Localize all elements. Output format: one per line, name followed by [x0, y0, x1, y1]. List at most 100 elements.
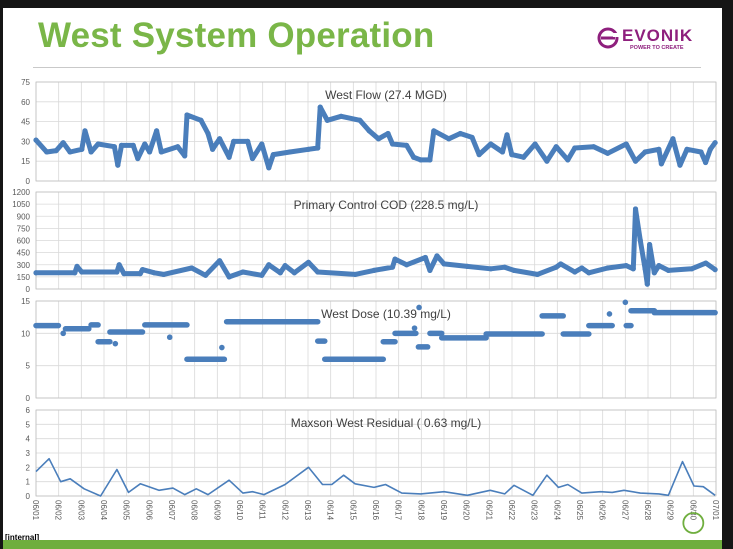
y-tick-label: 450	[17, 249, 31, 258]
x-tick-label: 06/15	[348, 500, 357, 521]
data-point	[712, 140, 718, 146]
x-tick-label: 06/10	[235, 500, 244, 521]
data-point	[677, 162, 683, 168]
data-point	[375, 136, 382, 142]
y-tick-label: 15	[21, 297, 30, 306]
x-tick-label: 06/09	[212, 500, 221, 521]
y-tick-label: 300	[17, 261, 31, 270]
x-tick-label: 06/20	[462, 500, 471, 521]
data-point	[658, 161, 664, 167]
y-tick-label: 0	[26, 492, 31, 501]
x-tick-label: 06/26	[598, 500, 607, 521]
data-point	[642, 149, 648, 155]
y-tick-label: 150	[17, 273, 31, 282]
data-point	[217, 136, 223, 142]
data-point	[565, 157, 571, 163]
data-point	[418, 157, 424, 163]
data-point	[572, 269, 578, 275]
x-tick-label: 06/28	[643, 500, 652, 521]
data-point	[579, 265, 585, 271]
data-point	[371, 267, 377, 274]
data-point	[499, 149, 506, 155]
y-tick-label: 750	[17, 224, 31, 233]
data-point	[139, 267, 146, 273]
data-point	[305, 146, 312, 152]
data-point	[553, 264, 559, 270]
highlight-circle	[682, 512, 705, 534]
data-point	[553, 144, 559, 150]
y-tick-label: 2	[26, 463, 31, 472]
y-tick-label: 4	[26, 435, 31, 444]
x-tick-label: 06/21	[484, 500, 493, 521]
data-point	[712, 267, 718, 273]
data-point	[366, 128, 372, 134]
data-point	[226, 274, 232, 280]
data-point	[184, 112, 190, 118]
data-point	[277, 270, 283, 276]
data-point	[434, 253, 440, 259]
data-point	[689, 266, 695, 272]
x-tick-label: 06/08	[190, 500, 199, 521]
logo-tagline: POWER TO CREATE	[630, 45, 684, 51]
y-tick-label: 1200	[12, 188, 30, 197]
data-point	[644, 281, 650, 287]
data-point	[82, 128, 88, 134]
plot-frame	[35, 300, 717, 399]
x-tick-label: 06/22	[507, 500, 516, 521]
data-point	[249, 155, 256, 162]
x-tick-label: 06/14	[326, 500, 335, 521]
data-point	[534, 271, 540, 278]
y-tick-label: 6	[26, 406, 31, 415]
x-tick-label: 06/25	[575, 500, 584, 521]
data-point	[511, 267, 517, 274]
data-point	[209, 146, 216, 152]
x-tick-label: 06/13	[303, 500, 312, 521]
data-point	[572, 145, 578, 151]
y-tick-label: 600	[17, 237, 31, 246]
data-point	[72, 270, 78, 276]
chart-3: 0 5 10 15 West Dose (10.39 mg/L)	[21, 297, 718, 403]
data-point	[53, 148, 59, 154]
data-point	[74, 263, 80, 269]
data-point	[317, 104, 323, 110]
y-tick-label: 60	[21, 98, 30, 107]
evonik-logo: EVONIK POWER TO CREATE	[596, 26, 706, 56]
y-tick-label: 900	[17, 212, 31, 221]
data-point	[411, 154, 417, 160]
data-point	[411, 325, 418, 331]
data-point	[202, 272, 209, 278]
data-point	[622, 299, 629, 306]
data-point	[33, 270, 39, 276]
data-point	[558, 261, 564, 267]
x-tick-label: 06/27	[620, 500, 629, 521]
data-point	[630, 266, 636, 272]
data-point	[389, 141, 396, 147]
chart-title: Maxson West Residual ( 0.63 mg/L)	[291, 416, 482, 430]
data-point	[305, 259, 312, 265]
data-point	[509, 152, 515, 158]
data-point	[605, 150, 611, 156]
data-point	[259, 141, 265, 147]
data-point	[606, 311, 613, 317]
plot-frame	[35, 409, 717, 497]
plot-frame	[35, 81, 717, 182]
data-point	[665, 267, 672, 274]
data-point	[60, 140, 66, 146]
data-point	[315, 269, 321, 275]
data-point	[79, 269, 85, 275]
data-point	[404, 262, 410, 268]
data-point	[198, 117, 204, 123]
chart-2: 0 150 300 450 600 750 900 1050 1200 Primary Contr…	[12, 188, 718, 294]
x-tick-label: 06/05	[122, 500, 131, 521]
data-point	[324, 117, 330, 123]
data-point	[488, 266, 494, 272]
data-point	[502, 264, 508, 270]
data-point	[702, 159, 709, 166]
y-tick-label: 5	[26, 362, 31, 371]
data-point	[142, 141, 148, 147]
data-point	[111, 144, 118, 150]
data-point	[476, 152, 482, 158]
data-point	[623, 262, 629, 269]
y-tick-label: 75	[21, 78, 30, 87]
